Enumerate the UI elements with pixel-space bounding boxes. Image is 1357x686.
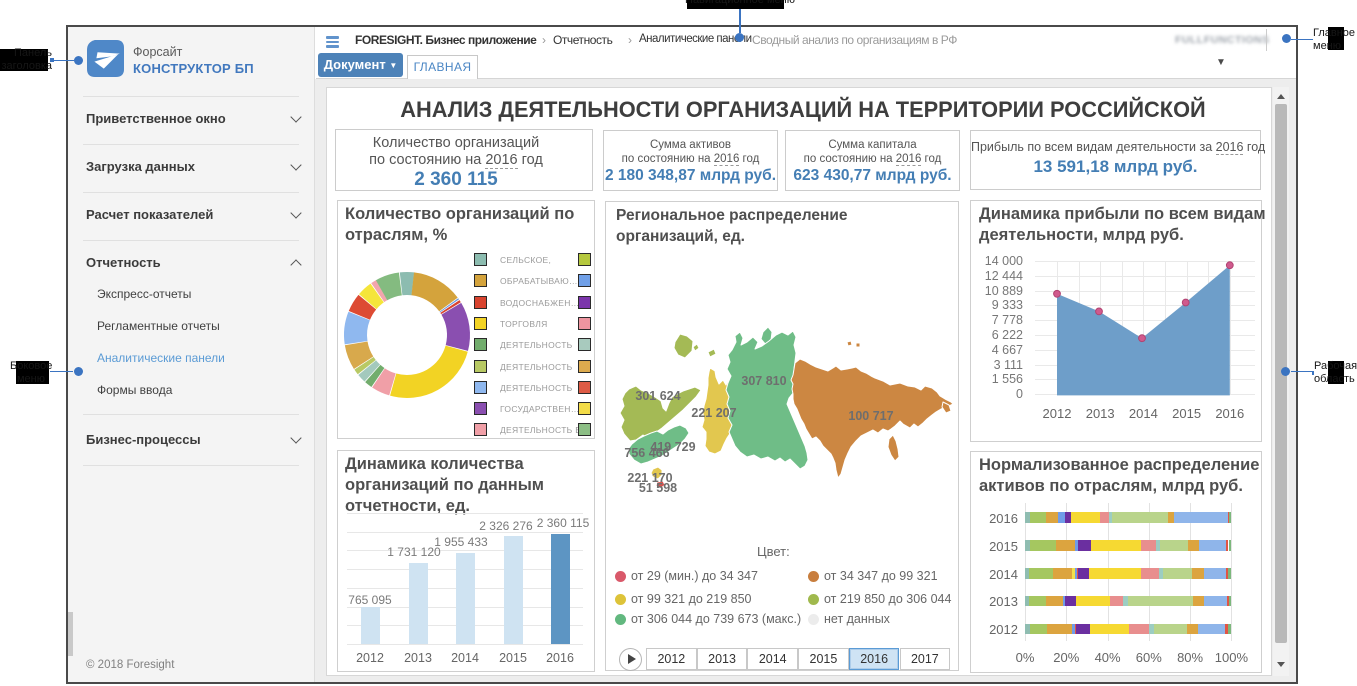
svg-text:419 729: 419 729 — [650, 440, 695, 454]
svg-text:301 624: 301 624 — [635, 389, 680, 403]
svg-text:100 717: 100 717 — [848, 409, 893, 423]
svg-text:307 810: 307 810 — [741, 374, 786, 388]
svg-text:51 598: 51 598 — [639, 481, 677, 495]
svg-text:756 466: 756 466 — [624, 446, 669, 460]
svg-text:221 207: 221 207 — [691, 406, 736, 420]
svg-text:221 170: 221 170 — [627, 471, 672, 485]
